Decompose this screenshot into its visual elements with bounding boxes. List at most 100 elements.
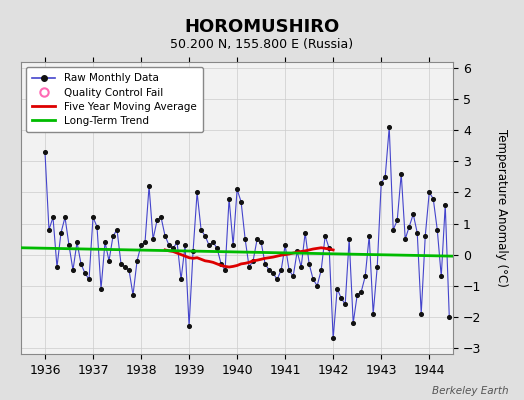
Point (385, 124, 394, 130)
Point (81, 270, 89, 276)
Point (93, 224, 101, 230)
Point (201, 233, 209, 239)
Y-axis label: Temperature Anomaly (°C): Temperature Anomaly (°C) (495, 129, 508, 287)
Point (45, 226, 53, 233)
Point (329, 335, 337, 342)
Point (409, 211, 418, 218)
Point (285, 267, 293, 273)
Point (413, 230, 421, 236)
Point (405, 224, 413, 230)
Point (41, 149, 49, 155)
Point (377, 180, 386, 186)
Text: 50.200 N, 155.800 E (Russia): 50.200 N, 155.800 E (Russia) (170, 38, 354, 51)
Point (245, 264, 253, 270)
Point (57, 230, 65, 236)
Point (113, 226, 121, 233)
Point (217, 261, 225, 267)
Point (265, 267, 274, 273)
Point (85, 276, 93, 283)
Point (333, 286, 341, 292)
Point (393, 217, 401, 224)
Point (225, 196, 233, 202)
Point (425, 189, 433, 196)
Point (89, 214, 97, 220)
Point (77, 261, 85, 267)
Point (229, 242, 237, 248)
Point (141, 239, 149, 245)
Point (233, 186, 242, 192)
Point (373, 264, 381, 270)
Point (221, 267, 230, 273)
Legend: Raw Monthly Data, Quality Control Fail, Five Year Moving Average, Long-Term Tren: Raw Monthly Data, Quality Control Fail, … (26, 67, 203, 132)
Point (61, 214, 69, 220)
Point (417, 310, 425, 317)
Point (117, 261, 125, 267)
Point (421, 233, 430, 239)
Point (429, 196, 438, 202)
Point (193, 189, 201, 196)
Point (249, 258, 257, 264)
Point (317, 267, 325, 273)
Point (397, 171, 406, 177)
Point (97, 286, 105, 292)
Point (445, 314, 453, 320)
Point (157, 214, 165, 220)
Point (101, 239, 109, 245)
Point (213, 245, 221, 252)
Point (357, 289, 365, 295)
Point (205, 242, 213, 248)
Point (313, 282, 321, 289)
Point (309, 276, 318, 283)
Point (53, 264, 61, 270)
Point (65, 242, 73, 248)
Point (433, 226, 441, 233)
Point (261, 261, 269, 267)
Point (273, 276, 281, 283)
Point (145, 183, 153, 190)
Point (177, 276, 185, 283)
Point (341, 301, 350, 308)
Point (125, 267, 133, 273)
Point (109, 233, 117, 239)
Point (161, 233, 169, 239)
Point (289, 273, 297, 280)
Point (325, 245, 333, 252)
Point (401, 236, 409, 242)
Point (181, 242, 189, 248)
Point (281, 242, 289, 248)
Text: Berkeley Earth: Berkeley Earth (432, 386, 508, 396)
Point (301, 230, 309, 236)
Point (353, 292, 362, 298)
Point (165, 242, 173, 248)
Point (321, 233, 330, 239)
Point (337, 295, 345, 301)
Point (437, 273, 445, 280)
Point (237, 198, 245, 205)
Point (381, 174, 389, 180)
Point (105, 258, 113, 264)
Point (129, 292, 137, 298)
Point (121, 264, 129, 270)
Point (365, 233, 374, 239)
Text: HOROMUSHIRO: HOROMUSHIRO (184, 18, 340, 36)
Point (269, 270, 277, 276)
Point (257, 239, 265, 245)
Point (241, 236, 249, 242)
Point (389, 226, 397, 233)
Point (173, 239, 181, 245)
Point (197, 226, 205, 233)
Point (169, 245, 177, 252)
Point (293, 248, 301, 255)
Point (253, 236, 261, 242)
Point (73, 239, 81, 245)
Point (69, 267, 77, 273)
Point (349, 320, 357, 326)
Point (441, 202, 450, 208)
Point (369, 310, 377, 317)
Point (153, 217, 161, 224)
Point (305, 261, 313, 267)
Point (345, 236, 353, 242)
Point (361, 273, 369, 280)
Point (189, 248, 197, 255)
Point (137, 242, 145, 248)
